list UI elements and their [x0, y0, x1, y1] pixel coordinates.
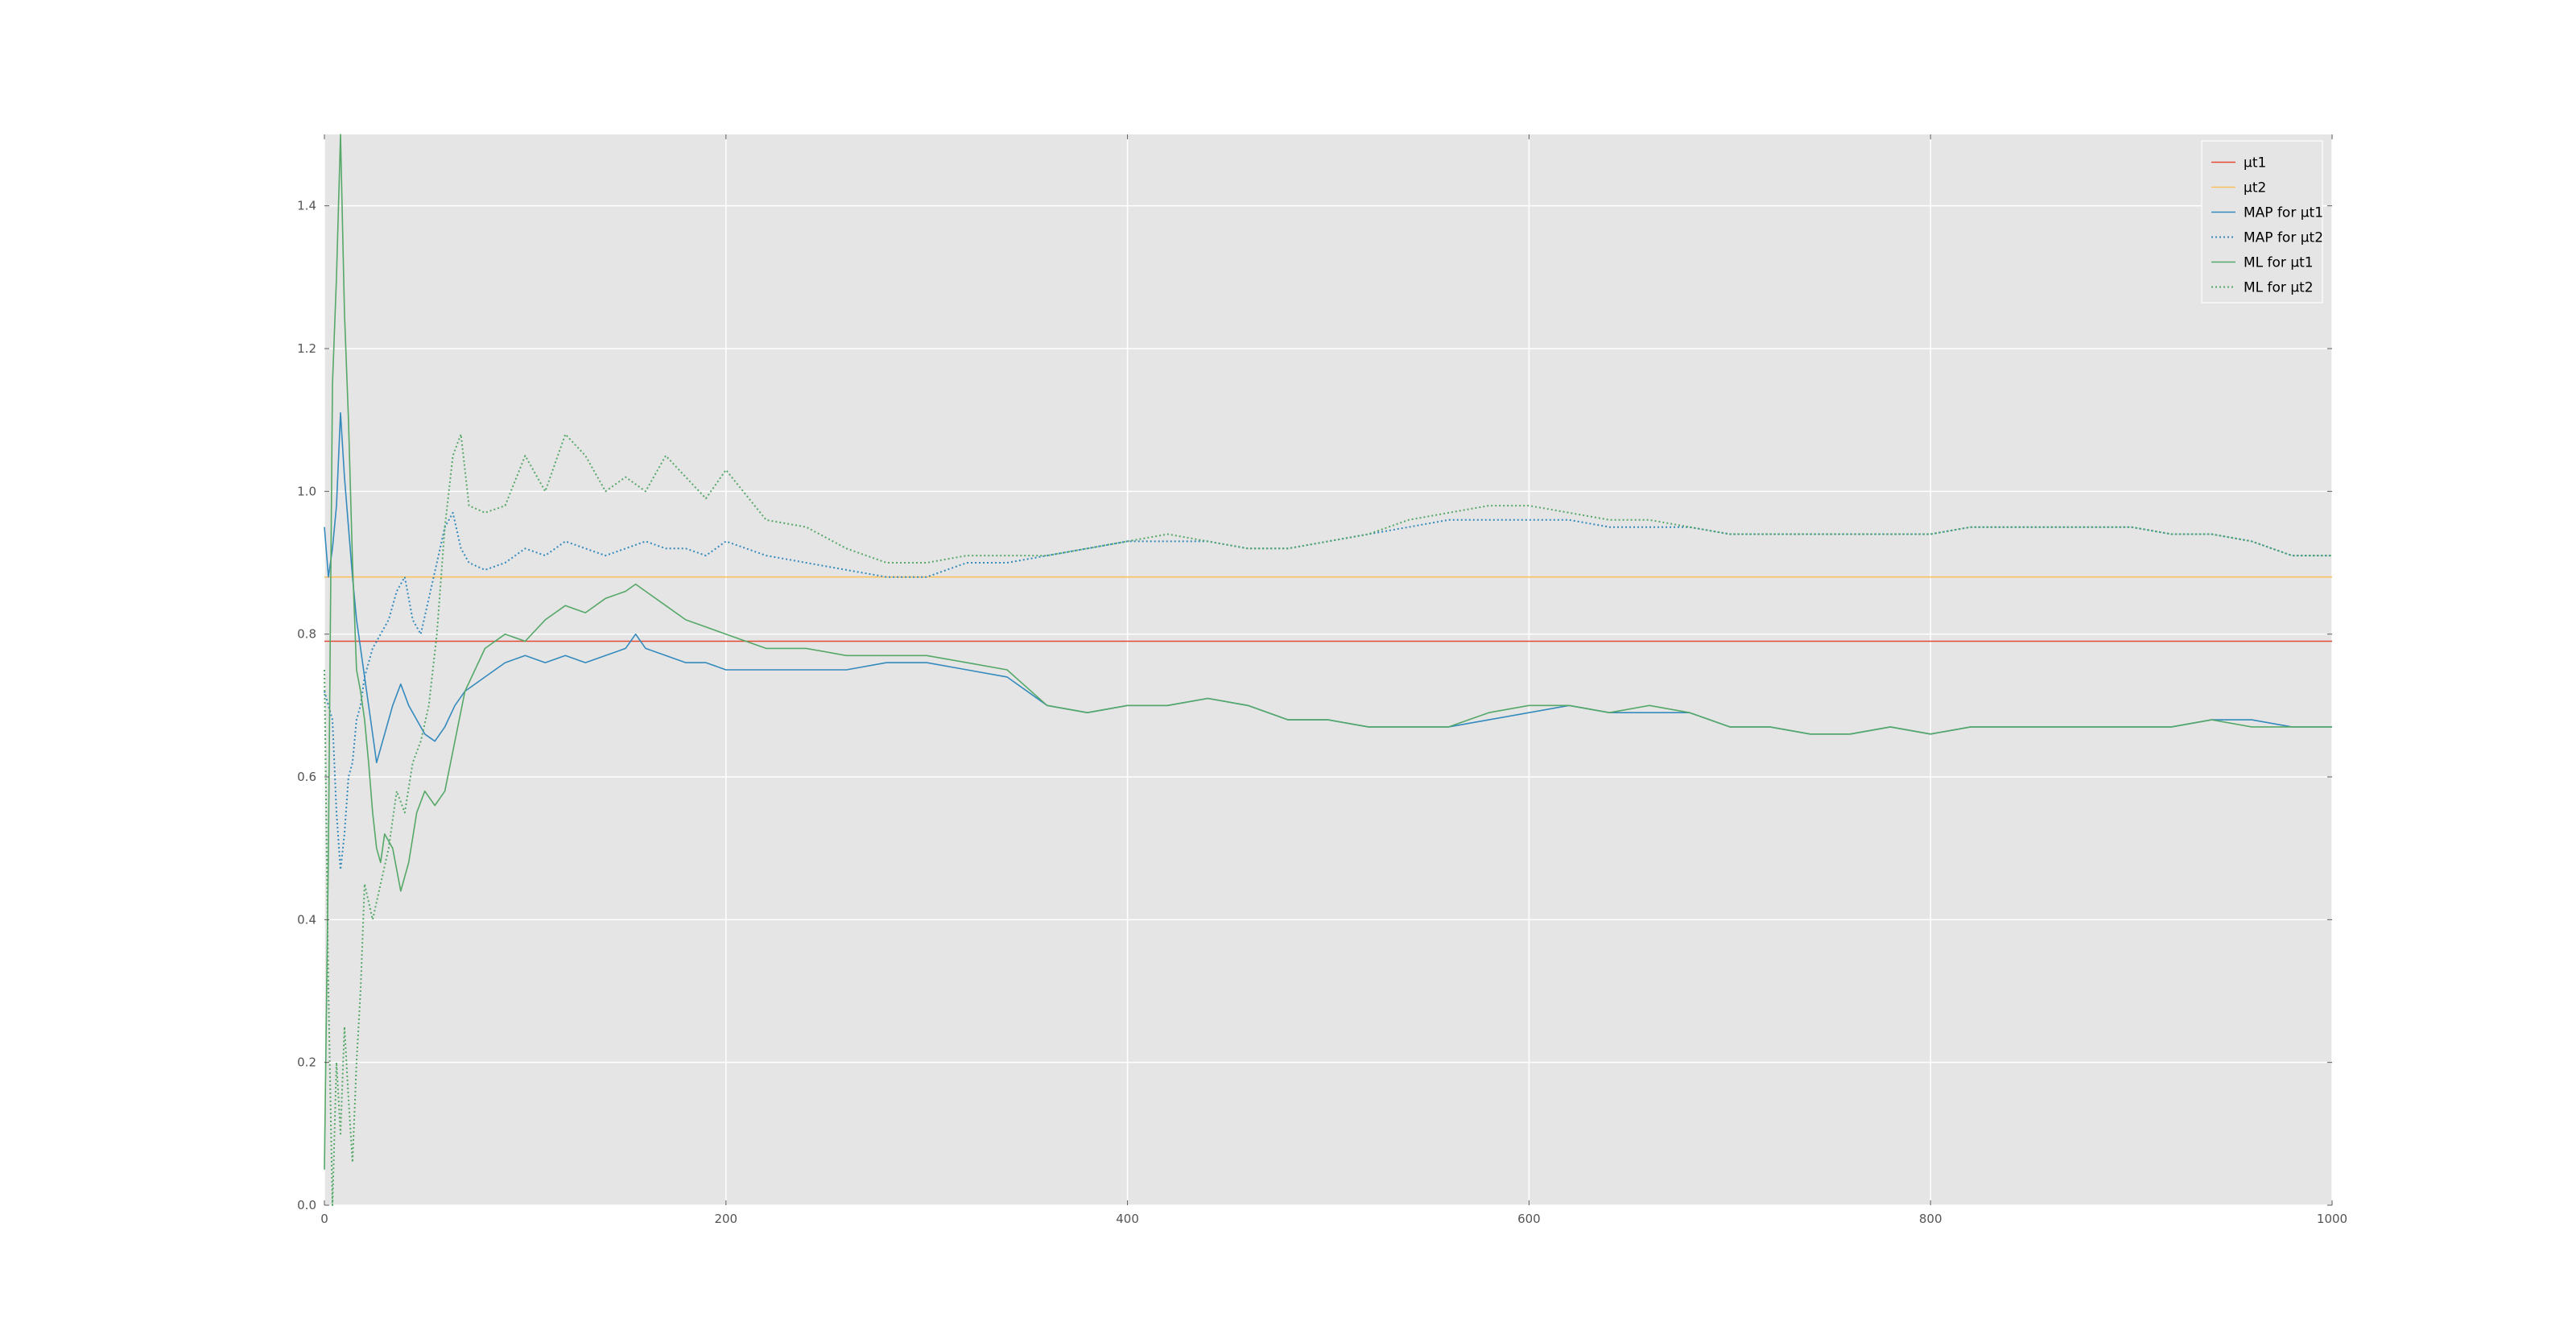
- x-tick-label: 400: [1116, 1212, 1139, 1226]
- y-tick-label: 1.0: [297, 484, 316, 498]
- series-lines: [324, 134, 2332, 1206]
- x-tick-label: 0: [320, 1212, 328, 1226]
- y-tick-label: 0.2: [297, 1055, 316, 1070]
- series-line-5: [324, 433, 2332, 1206]
- y-tick-label: 1.4: [297, 199, 316, 213]
- y-tick-label: 0.4: [297, 912, 316, 927]
- legend-label: μt1: [2244, 155, 2266, 171]
- y-tick-label: 0.6: [297, 770, 316, 784]
- legend-label: MAP for μt2: [2244, 230, 2323, 246]
- plot-area-background: [324, 134, 2332, 1205]
- legend-box: [2201, 140, 2323, 304]
- x-tick-label: 1000: [2317, 1212, 2347, 1226]
- y-tick-label: 0.8: [297, 627, 316, 642]
- legend: μt1 μt2 MAP for μt1 MAP for μt2 ML for μt1 ML…: [2201, 140, 2323, 304]
- y-tick-label: 0.0: [297, 1198, 316, 1212]
- x-tick-label: 200: [714, 1212, 737, 1226]
- legend-label: ML for μt1: [2244, 255, 2314, 271]
- x-tick-label: 800: [1919, 1212, 1942, 1226]
- axes: 0 200 400 600 800 1000 0.0 0.2 0.4 0.6 0.8 1.0 1.2 1.…: [297, 134, 2347, 1226]
- legend-label: MAP for μt1: [2244, 205, 2323, 221]
- legend-label: ML for μt2: [2244, 280, 2314, 296]
- x-tick-label: 600: [1517, 1212, 1541, 1226]
- grid-lines: [324, 134, 2333, 1206]
- legend-label: μt2: [2244, 180, 2266, 196]
- y-tick-label: 1.2: [297, 341, 316, 356]
- series-line-4: [324, 134, 2332, 1170]
